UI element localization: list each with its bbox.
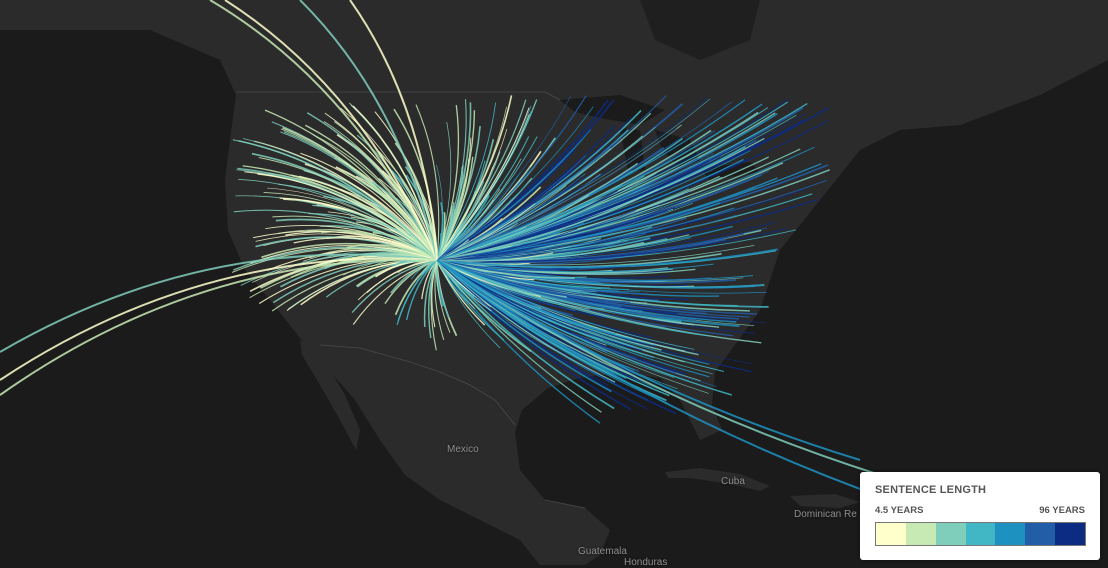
flow-line [436, 259, 648, 295]
flow-line [224, 0, 438, 261]
flow-line [415, 104, 440, 261]
flow-line [436, 259, 648, 410]
flow-line [436, 209, 735, 261]
flow-line [436, 259, 891, 501]
flow-line [405, 259, 438, 321]
flow-line [436, 128, 677, 261]
flow-line [436, 259, 682, 323]
flow-line [436, 113, 530, 261]
place-label-guatemala: Guatemala [578, 546, 627, 557]
flow-line [250, 245, 438, 264]
flow-line [351, 259, 438, 314]
flow-line [436, 259, 754, 281]
flow-line [436, 259, 602, 413]
flow-line [436, 95, 572, 261]
flow-line [436, 172, 657, 261]
place-label-honduras: Honduras [624, 557, 668, 568]
flow-line [272, 215, 438, 261]
flow-line [436, 128, 508, 261]
flow-line [436, 99, 746, 261]
flow-line [436, 228, 578, 261]
legend-swatch [965, 523, 996, 545]
flow-line [436, 136, 530, 261]
flow-line [436, 228, 788, 263]
flow-line [436, 188, 659, 261]
flow-lines [0, 0, 891, 501]
flow-line [349, 0, 438, 261]
flow-line [231, 247, 438, 273]
flow-line [436, 126, 656, 261]
flow-line [436, 179, 827, 261]
flow-line [423, 259, 438, 328]
flow-line [430, 259, 438, 351]
flow-line [290, 254, 438, 279]
flow-line [436, 259, 709, 337]
flow-line [436, 95, 587, 261]
legend-range: 4.5 YEARS 96 YEARS [875, 505, 1085, 516]
legend-swatch [1055, 523, 1086, 545]
legend: SENTENCE LENGTH 4.5 YEARS 96 YEARS [860, 472, 1100, 560]
legend-max-label: 96 YEARS [1039, 505, 1085, 516]
borders [236, 91, 586, 509]
flow-line [436, 259, 710, 365]
flow-line [436, 259, 861, 461]
flow-line [436, 170, 770, 261]
flow-line [436, 234, 690, 262]
legend-color-scale [875, 522, 1086, 546]
flow-line [436, 259, 451, 333]
flow-line [390, 259, 438, 294]
flow-line [436, 103, 763, 261]
legend-swatch [876, 523, 906, 545]
flow-line [436, 259, 505, 341]
flow-line [434, 259, 445, 341]
flow-line [0, 257, 438, 381]
flow-line [366, 259, 438, 294]
legend-min-label: 4.5 YEARS [875, 505, 924, 516]
flow-line [436, 248, 778, 269]
flow-line [436, 202, 444, 261]
flow-line [436, 156, 474, 261]
flow-line [436, 100, 614, 261]
flow-line [436, 259, 653, 390]
flow-line [300, 152, 438, 261]
place-label-dominican-republic: Dominican Re [794, 509, 857, 520]
flow-line [0, 258, 438, 396]
legend-swatch [1025, 523, 1056, 545]
flow-line [436, 106, 507, 261]
legend-swatch [905, 523, 936, 545]
flow-line [242, 165, 438, 261]
flow-line [436, 101, 732, 261]
flow-line [312, 204, 438, 261]
flow-line [238, 140, 438, 261]
flow-line [306, 229, 438, 261]
flow-line [346, 244, 438, 261]
flow-line [436, 214, 737, 261]
flow-line [436, 259, 579, 271]
legend-title: SENTENCE LENGTH [875, 484, 987, 496]
flow-line [308, 212, 438, 261]
flow-line [436, 259, 601, 424]
place-label-mexico: Mexico [447, 444, 479, 455]
flow-line [339, 168, 438, 261]
place-label-cuba: Cuba [721, 476, 745, 487]
flow-line [436, 95, 667, 261]
flow-line [436, 165, 464, 261]
flow-line [209, 0, 438, 261]
legend-swatch [935, 523, 966, 545]
flow-line [299, 0, 438, 261]
flow-line [261, 242, 438, 261]
legend-swatch [995, 523, 1026, 545]
flow-line [0, 253, 438, 353]
